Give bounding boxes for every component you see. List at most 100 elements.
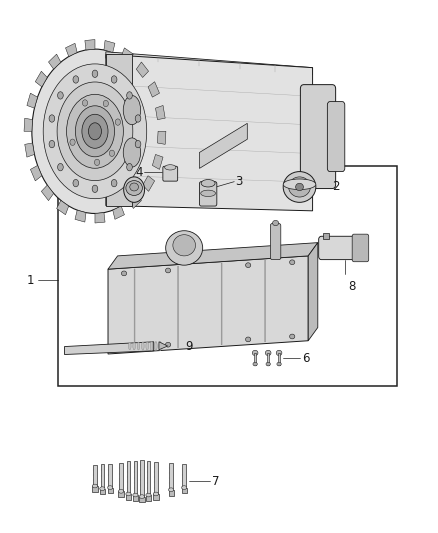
Bar bbox=[58, 166, 397, 386]
Ellipse shape bbox=[141, 342, 144, 350]
FancyBboxPatch shape bbox=[163, 166, 178, 181]
Ellipse shape bbox=[169, 488, 174, 491]
Ellipse shape bbox=[124, 177, 145, 203]
Ellipse shape bbox=[126, 181, 142, 196]
Polygon shape bbox=[322, 233, 328, 239]
Ellipse shape bbox=[201, 190, 215, 197]
Polygon shape bbox=[129, 193, 141, 208]
Ellipse shape bbox=[57, 82, 133, 181]
Polygon shape bbox=[106, 52, 313, 75]
Bar bbox=[109, 464, 112, 488]
Ellipse shape bbox=[49, 140, 55, 148]
Polygon shape bbox=[148, 82, 159, 97]
Ellipse shape bbox=[246, 263, 251, 268]
Ellipse shape bbox=[123, 95, 141, 125]
Ellipse shape bbox=[121, 345, 127, 350]
Ellipse shape bbox=[166, 342, 171, 347]
Polygon shape bbox=[95, 213, 105, 223]
Bar bbox=[101, 464, 104, 489]
Ellipse shape bbox=[153, 492, 159, 496]
Polygon shape bbox=[152, 155, 163, 169]
Ellipse shape bbox=[100, 487, 105, 490]
Ellipse shape bbox=[82, 114, 108, 148]
Ellipse shape bbox=[57, 92, 63, 99]
Ellipse shape bbox=[75, 106, 115, 157]
Polygon shape bbox=[121, 48, 133, 62]
Ellipse shape bbox=[265, 350, 271, 356]
Ellipse shape bbox=[32, 49, 158, 214]
Ellipse shape bbox=[155, 342, 157, 351]
Circle shape bbox=[70, 139, 75, 146]
Ellipse shape bbox=[57, 164, 63, 171]
Ellipse shape bbox=[127, 164, 132, 171]
Ellipse shape bbox=[133, 493, 138, 497]
FancyBboxPatch shape bbox=[300, 85, 336, 189]
Polygon shape bbox=[106, 54, 313, 211]
Circle shape bbox=[110, 150, 114, 157]
Ellipse shape bbox=[296, 183, 304, 191]
Circle shape bbox=[103, 100, 109, 107]
Ellipse shape bbox=[277, 362, 281, 366]
Ellipse shape bbox=[290, 334, 295, 339]
Text: 9: 9 bbox=[185, 340, 193, 352]
Polygon shape bbox=[64, 342, 154, 354]
Polygon shape bbox=[159, 342, 168, 350]
Polygon shape bbox=[108, 243, 318, 269]
Bar bbox=[254, 353, 256, 365]
Polygon shape bbox=[157, 131, 166, 144]
Ellipse shape bbox=[92, 70, 98, 77]
Polygon shape bbox=[136, 62, 148, 77]
Bar bbox=[147, 461, 150, 496]
Ellipse shape bbox=[118, 489, 124, 493]
Ellipse shape bbox=[290, 260, 295, 265]
Ellipse shape bbox=[139, 495, 145, 498]
Text: 6: 6 bbox=[302, 352, 309, 365]
Ellipse shape bbox=[283, 172, 316, 203]
Ellipse shape bbox=[49, 115, 55, 122]
Bar bbox=[92, 486, 98, 492]
Ellipse shape bbox=[289, 177, 311, 197]
Bar bbox=[108, 488, 113, 494]
Ellipse shape bbox=[201, 180, 215, 187]
Bar bbox=[170, 463, 173, 490]
Ellipse shape bbox=[166, 268, 171, 273]
Polygon shape bbox=[134, 269, 135, 351]
Text: 3: 3 bbox=[235, 175, 243, 188]
Bar bbox=[267, 353, 269, 365]
Polygon shape bbox=[143, 176, 155, 191]
Bar bbox=[182, 488, 187, 494]
Ellipse shape bbox=[126, 492, 131, 496]
Polygon shape bbox=[35, 71, 47, 87]
Ellipse shape bbox=[252, 350, 258, 356]
Ellipse shape bbox=[182, 486, 187, 489]
Ellipse shape bbox=[173, 235, 195, 256]
Polygon shape bbox=[199, 123, 247, 168]
Bar bbox=[140, 460, 144, 497]
FancyBboxPatch shape bbox=[270, 223, 281, 260]
Bar bbox=[278, 353, 280, 365]
Bar bbox=[126, 494, 131, 500]
Ellipse shape bbox=[135, 115, 141, 122]
Ellipse shape bbox=[253, 362, 257, 366]
Polygon shape bbox=[85, 39, 95, 50]
Ellipse shape bbox=[165, 165, 176, 170]
Polygon shape bbox=[66, 43, 77, 56]
Polygon shape bbox=[57, 200, 69, 215]
Ellipse shape bbox=[283, 179, 316, 190]
Ellipse shape bbox=[111, 76, 117, 83]
Text: 7: 7 bbox=[212, 475, 219, 488]
Text: 4: 4 bbox=[135, 166, 142, 179]
Polygon shape bbox=[308, 243, 318, 341]
Bar bbox=[153, 494, 159, 500]
Polygon shape bbox=[104, 41, 115, 52]
FancyBboxPatch shape bbox=[319, 236, 357, 260]
FancyBboxPatch shape bbox=[352, 234, 369, 262]
Bar bbox=[133, 495, 138, 501]
Bar bbox=[139, 497, 145, 503]
Bar bbox=[146, 495, 151, 501]
Polygon shape bbox=[108, 256, 308, 354]
Text: 8: 8 bbox=[348, 280, 355, 293]
FancyBboxPatch shape bbox=[327, 102, 345, 172]
Ellipse shape bbox=[73, 180, 79, 187]
Ellipse shape bbox=[128, 342, 131, 350]
